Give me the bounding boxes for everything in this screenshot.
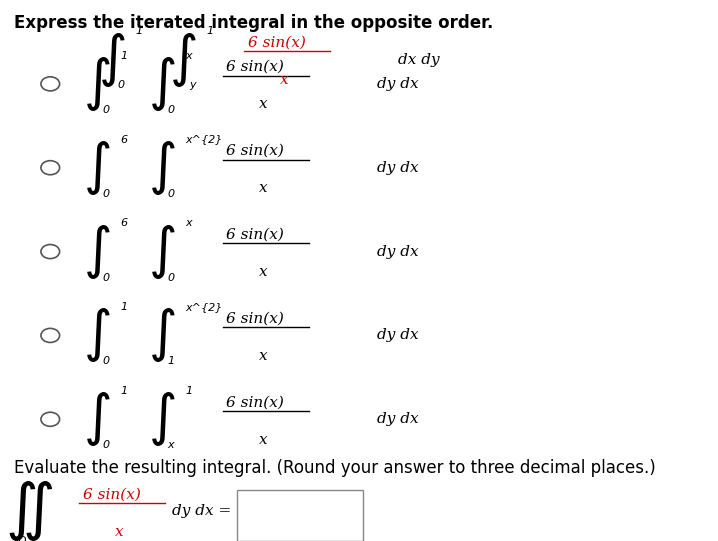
Text: 1: 1 (207, 27, 214, 36)
Text: 6: 6 (121, 135, 128, 144)
Text: dx dy: dx dy (398, 52, 440, 67)
Text: 1: 1 (121, 302, 128, 312)
Text: 0: 0 (117, 81, 124, 90)
Text: 0: 0 (167, 189, 174, 199)
Text: 6 sin(x): 6 sin(x) (226, 312, 284, 326)
Text: $\int$: $\int$ (83, 222, 111, 281)
Text: $\int$: $\int$ (148, 138, 175, 197)
Text: dy dx =: dy dx = (172, 504, 232, 518)
Circle shape (41, 245, 60, 259)
Text: 6 sin(x): 6 sin(x) (248, 36, 306, 50)
Text: 0: 0 (103, 440, 110, 450)
Text: 0: 0 (167, 273, 174, 282)
Text: $\int$: $\int$ (83, 138, 111, 197)
Text: x: x (280, 73, 289, 87)
Text: 0: 0 (103, 357, 110, 366)
Text: y: y (189, 81, 195, 90)
Text: Express the iterated integral in the opposite order.: Express the iterated integral in the opp… (14, 14, 494, 31)
Text: dy dx: dy dx (377, 161, 419, 175)
Text: x: x (258, 433, 267, 447)
Text: 1: 1 (121, 386, 128, 396)
Text: 6 sin(x): 6 sin(x) (226, 395, 284, 410)
Text: x: x (258, 97, 267, 111)
Text: 1: 1 (185, 386, 192, 396)
Text: $\int$: $\int$ (98, 30, 125, 89)
Text: 1: 1 (121, 51, 128, 61)
Text: dy dx: dy dx (377, 245, 419, 259)
Text: 6 sin(x): 6 sin(x) (226, 144, 284, 158)
FancyBboxPatch shape (237, 490, 363, 541)
Text: $\int$: $\int$ (83, 55, 111, 113)
Text: x: x (258, 349, 267, 363)
Text: Evaluate the resulting integral. (Round your answer to three decimal places.): Evaluate the resulting integral. (Round … (14, 459, 656, 477)
Text: dy dx: dy dx (377, 328, 419, 342)
Text: 0: 0 (103, 273, 110, 282)
Text: $\int$: $\int$ (169, 30, 197, 89)
Circle shape (41, 77, 60, 91)
Text: x^{2}: x^{2} (185, 135, 223, 144)
Text: $\int$: $\int$ (148, 390, 175, 448)
Text: 1: 1 (167, 357, 174, 366)
Text: 6: 6 (121, 219, 128, 228)
Text: 1: 1 (135, 27, 142, 36)
Text: D: D (17, 536, 26, 541)
Text: 6 sin(x): 6 sin(x) (226, 60, 284, 74)
Text: 6 sin(x): 6 sin(x) (226, 228, 284, 242)
Text: x: x (258, 265, 267, 279)
Text: 0: 0 (167, 105, 174, 115)
Text: x: x (258, 181, 267, 195)
Text: dy dx: dy dx (377, 412, 419, 426)
Circle shape (41, 161, 60, 175)
Text: $\int$: $\int$ (148, 55, 175, 113)
Text: $\int$: $\int$ (148, 306, 175, 365)
Text: x: x (185, 51, 192, 61)
Text: $\int$: $\int$ (83, 390, 111, 448)
Text: x^{2}: x^{2} (185, 302, 223, 312)
Text: $\int$: $\int$ (148, 222, 175, 281)
Text: 0: 0 (103, 105, 110, 115)
Text: dy dx: dy dx (377, 77, 419, 91)
Text: $\int$: $\int$ (83, 306, 111, 365)
Text: 6 sin(x): 6 sin(x) (83, 487, 141, 502)
Circle shape (41, 328, 60, 342)
Text: x: x (185, 219, 192, 228)
Text: $\iint$: $\iint$ (4, 479, 53, 541)
Text: x: x (167, 440, 174, 450)
Circle shape (41, 412, 60, 426)
Text: x: x (115, 525, 123, 539)
Text: 0: 0 (103, 189, 110, 199)
